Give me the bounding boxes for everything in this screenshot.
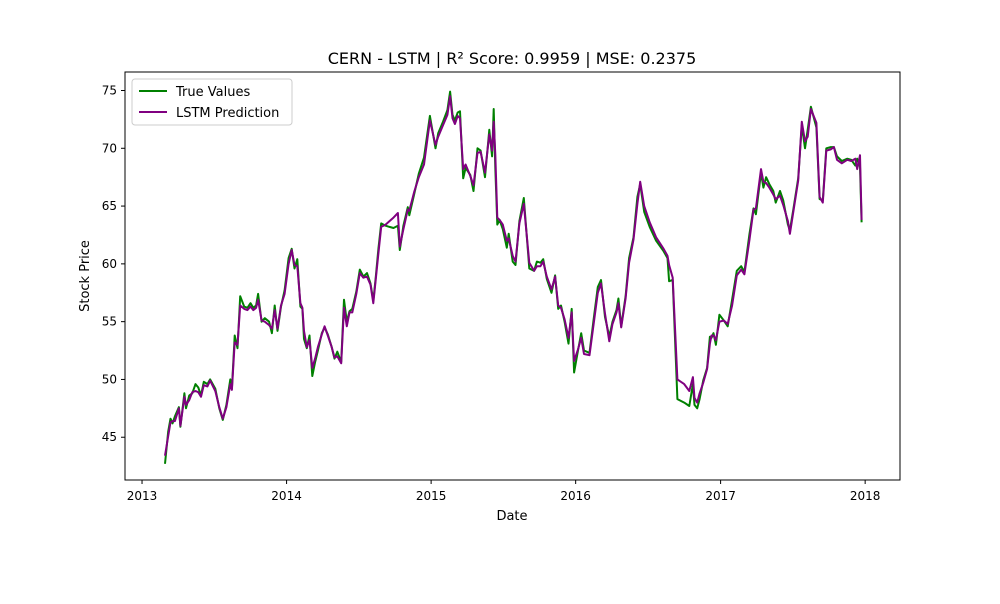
y-tick-label: 45 [102,430,117,444]
y-tick-label: 75 [102,83,117,97]
series-line-lstm-prediction [164,95,863,456]
plot-area-frame [124,71,901,481]
y-tick-label: 55 [102,315,117,329]
y-tick-label: 70 [102,141,117,155]
x-axis-ticks: 2013 2014 2015 2016 2017 2018 [127,480,881,503]
series-line-true-values [164,90,863,464]
x-tick-label: 2014 [271,489,302,503]
series-layer [164,90,863,464]
x-tick-label: 2018 [850,489,881,503]
legend-label-lstm-prediction: LSTM Prediction [176,106,279,121]
y-tick-label: 65 [102,199,117,213]
x-tick-label: 2017 [705,489,736,503]
legend-label-true-values: True Values [175,85,250,100]
x-tick-label: 2015 [416,489,447,503]
x-tick-label: 2016 [560,489,591,503]
legend: True Values LSTM Prediction [131,78,293,126]
x-tick-label: 2013 [127,489,158,503]
chart-title: CERN - LSTM | R² Score: 0.9959 | MSE: 0.… [328,49,697,68]
y-tick-label: 50 [102,372,117,386]
legend-box [131,78,293,126]
y-tick-label: 60 [102,257,117,271]
x-axis-label: Date [496,509,527,524]
y-axis-label: Stock Price [78,240,93,312]
y-axis-ticks: 45 50 55 60 65 70 75 [102,83,125,444]
